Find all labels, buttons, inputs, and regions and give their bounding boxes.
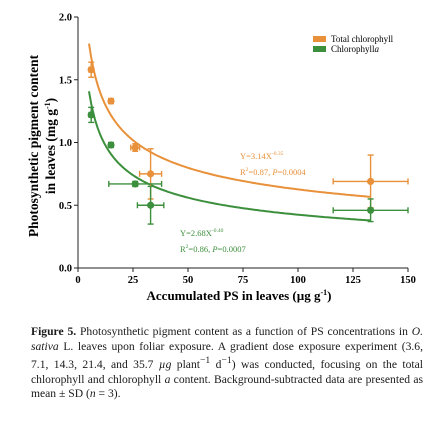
data-point-total-chlorophyll	[87, 66, 95, 74]
legend-label-total-chlorophyll: Total chlorophyll	[331, 34, 394, 44]
y-tick-label: 1.5	[59, 75, 72, 86]
y-axis-title-line1: Photosynthetic pigment content	[26, 54, 41, 237]
fit-annotation-total-chlorophyll: Y=3.14X-0.35 R2=0.87, P=0.0004	[240, 151, 306, 177]
y-axis-title: Photosynthetic pigment content in leaves…	[26, 54, 58, 237]
data-point-chlorophyll-a	[131, 180, 139, 188]
y-tick-label: 0.0	[59, 264, 72, 275]
y-axis-title-line2: in leaves (mg g	[43, 109, 58, 194]
x-tick-label: 100	[290, 275, 306, 286]
x-tick-label: 75	[238, 275, 249, 286]
x-tick-label: 150	[400, 275, 416, 286]
data-point-chlorophyll-a	[367, 206, 375, 214]
svg-text:R2=0.87, P=0.0004: R2=0.87, P=0.0004	[240, 167, 306, 177]
fit-curve-total-chlorophyll	[88, 43, 371, 198]
data-point-chlorophyll-a	[87, 111, 95, 119]
fit-annotation-chlorophyll-a: Y=2.68X-0.40 R2=0.86, P=0.0007	[180, 228, 246, 254]
x-axis-title: Accumulated PS in leaves (µg g-1)	[147, 288, 332, 303]
svg-text:Photosynthetic pigment content: Photosynthetic pigment content	[26, 54, 41, 237]
y-tick-label: 2.0	[59, 13, 72, 24]
legend-swatch-chlorophyll-a	[313, 46, 326, 52]
figure-caption: Figure 5. Photosynthetic pigment content…	[31, 325, 423, 401]
svg-text:in leaves (mg g-1): in leaves (mg g-1)	[43, 98, 58, 194]
chart: 0.0 0.5 1.0 1.5 2.0 0 25 50 75 100 125 150 Photosyn…	[26, 13, 416, 304]
svg-text:Y=3.14X-0.35: Y=3.14X-0.35	[240, 151, 284, 161]
y-tick-label: 1.0	[59, 138, 72, 149]
x-tick-label: 0	[75, 275, 80, 286]
data-point-total-chlorophyll	[147, 170, 155, 178]
data-point-chlorophyll-a	[147, 201, 155, 209]
data-point-total-chlorophyll	[107, 97, 115, 105]
data-point-total-chlorophyll	[367, 177, 375, 186]
fit-curve-chlorophyll-a	[88, 91, 371, 222]
svg-text:Y=2.68X-0.40: Y=2.68X-0.40	[180, 228, 224, 238]
legend-swatch-total-chlorophyll	[313, 36, 326, 42]
data-point-chlorophyll-a	[107, 141, 115, 149]
legend: Total chlorophyll Chlorophylla	[313, 34, 394, 54]
x-tick-label: 50	[183, 275, 194, 286]
data-point-total-chlorophyll	[131, 143, 139, 152]
y-tick-label: 0.5	[59, 201, 72, 212]
plot-area: 0.0 0.5 1.0 1.5 2.0 0 25 50 75 100 125 150	[59, 13, 416, 287]
caption-label: Figure 5.	[31, 325, 77, 338]
x-tick-label: 125	[345, 275, 361, 286]
x-tick-label: 25	[128, 275, 139, 286]
legend-label-chlorophyll-a: Chlorophylla	[331, 44, 380, 54]
svg-text:R2=0.86, P=0.0007: R2=0.86, P=0.0007	[180, 244, 246, 254]
